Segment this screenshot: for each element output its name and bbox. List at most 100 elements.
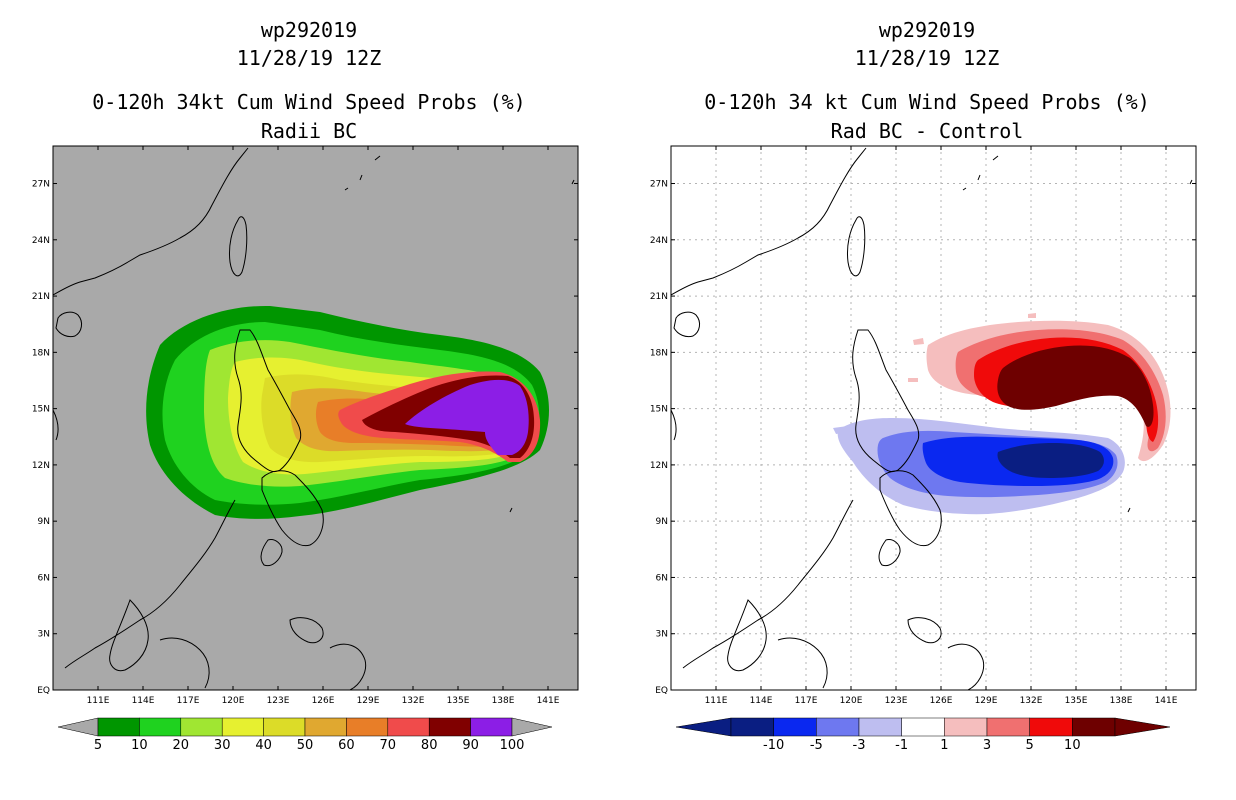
coastlines	[53, 147, 575, 690]
lon-label: 123E	[885, 696, 908, 706]
lon-label: 126E	[930, 696, 953, 706]
map-frame	[670, 145, 1197, 691]
probability-contours	[146, 305, 549, 519]
colorbar-swatch	[221, 717, 264, 737]
lon-label: 126E	[312, 696, 335, 706]
colorbar-label: 30	[214, 738, 231, 753]
neg-10-spot	[1007, 455, 1013, 461]
lon-label: 114E	[750, 696, 773, 706]
neg-1-stray	[833, 426, 850, 434]
axis-ticks	[671, 146, 1196, 691]
colorbar-swatch	[346, 717, 389, 737]
pos-10	[997, 345, 1154, 427]
colorbar-swatch	[1072, 717, 1116, 737]
lon-label: 117E	[795, 696, 818, 706]
lat-label: 15N	[32, 405, 50, 415]
colorbar-arrow-left	[675, 717, 732, 737]
lon-label: 120E	[840, 696, 863, 706]
colorbar-swatch	[180, 717, 223, 737]
colorbar-swatch	[263, 717, 306, 737]
colorbar-arrow-right	[1114, 717, 1171, 737]
lon-label: 141E	[537, 696, 560, 706]
colorbar-label: 5	[94, 738, 102, 753]
lat-label: 24N	[32, 236, 50, 246]
lon-label: 111E	[87, 696, 110, 706]
colorbar-label: -3	[853, 738, 866, 753]
lat-label: 27N	[650, 180, 668, 190]
subtitle: Radii BC	[260, 119, 358, 143]
colorbar-swatch	[944, 717, 988, 737]
lat-label: 21N	[650, 292, 668, 302]
coastlines	[671, 147, 1193, 690]
colorbar-label: 1	[940, 738, 948, 753]
colorbar-swatch	[304, 717, 347, 737]
lat-label: 9N	[38, 517, 50, 527]
date-title: 11/28/19 12Z	[854, 46, 1000, 70]
lat-label: 6N	[38, 573, 50, 583]
colorbar-swatch	[901, 717, 945, 737]
lon-label: 117E	[177, 696, 200, 706]
lon-label: 141E	[1155, 696, 1178, 706]
colorbar-swatch	[139, 717, 182, 737]
lat-label: 12N	[650, 461, 668, 471]
lat-label: 15N	[650, 405, 668, 415]
colorbar-label: -1	[895, 738, 908, 753]
colorbar-arrow-right	[511, 717, 553, 737]
right-map-figure: 111E 114E 117E 120E 123E 126E 129E 132E 135E 138E…	[650, 145, 1197, 753]
lon-label: 120E	[222, 696, 245, 706]
colorbar-swatch	[470, 717, 513, 737]
axis-ticks	[53, 146, 578, 691]
lat-label: EQ	[655, 686, 668, 696]
map-frame	[52, 145, 579, 691]
colorbar: -10 -5 -3 -1 1 3 5 10	[675, 717, 1171, 753]
right-map-panel: wp292019 11/28/19 12Z 0-120h 34 kt Cum W…	[618, 0, 1236, 800]
colorbar-swatch	[97, 717, 140, 737]
colorbar-label: 5	[1026, 738, 1034, 753]
colorbar-label: 90	[462, 738, 479, 753]
lon-label: 138E	[492, 696, 515, 706]
lon-label: 129E	[357, 696, 380, 706]
colorbar: 5 10 20 30 40 50 60 70 80 90 100	[57, 717, 553, 753]
colorbar-label: 70	[380, 738, 397, 753]
colorbar-label: 60	[338, 738, 355, 753]
lat-label: 6N	[656, 573, 668, 583]
axis-labels: 111E 114E 117E 120E 123E 126E 129E 132E 135E 138E…	[650, 180, 1178, 706]
storm-id-title: wp292019	[260, 18, 358, 42]
colorbar-label: -5	[810, 738, 823, 753]
date-title: 11/28/19 12Z	[236, 46, 382, 70]
colorbar-swatch	[816, 717, 860, 737]
lat-label: 12N	[32, 461, 50, 471]
colorbar-swatch	[858, 717, 902, 737]
lat-label: EQ	[37, 686, 50, 696]
lon-label: 135E	[447, 696, 470, 706]
colorbar-label: 50	[297, 738, 314, 753]
lat-label: 3N	[38, 630, 50, 640]
lat-label: 24N	[650, 236, 668, 246]
product-title: 0-120h 34 kt Cum Wind Speed Probs (%)	[704, 90, 1150, 114]
lat-label: 27N	[32, 180, 50, 190]
lon-label: 132E	[402, 696, 425, 706]
colorbar-label: 80	[421, 738, 438, 753]
colorbar-label: 10	[1064, 738, 1081, 753]
lat-label: 21N	[32, 292, 50, 302]
left-map-panel: wp292019 11/28/19 12Z 0-120h 34kt Cum Wi…	[32, 18, 579, 753]
lon-label: 114E	[132, 696, 155, 706]
colorbar-label: 100	[500, 738, 525, 753]
colorbar-swatch	[1029, 717, 1073, 737]
contour-90	[405, 379, 529, 455]
colorbar-swatch	[773, 717, 817, 737]
lat-label: 18N	[32, 348, 50, 358]
colorbar-swatch	[387, 717, 430, 737]
colorbar-label: 40	[255, 738, 272, 753]
lon-label: 123E	[267, 696, 290, 706]
neg-10	[997, 443, 1104, 478]
left-map-figure: 111E 114E 117E 120E 123E 126E 129E 132E 135E 138E…	[32, 145, 579, 753]
product-title: 0-120h 34kt Cum Wind Speed Probs (%)	[92, 90, 526, 114]
colorbar-label: -10	[763, 738, 784, 753]
lat-label: 9N	[656, 517, 668, 527]
colorbar-swatch	[986, 717, 1030, 737]
colorbar-arrow-left	[57, 717, 99, 737]
lat-label: 18N	[650, 348, 668, 358]
colorbar-label: 3	[983, 738, 991, 753]
subtitle: Rad BC - Control	[830, 119, 1024, 143]
